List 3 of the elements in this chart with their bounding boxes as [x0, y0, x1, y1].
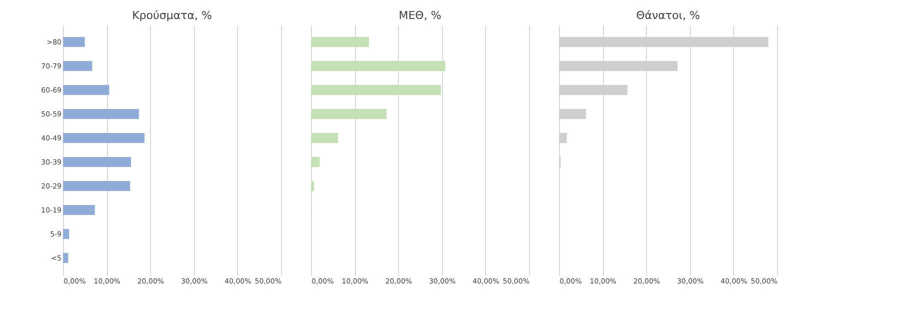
- chart-title: Κρούσματα, %: [132, 9, 212, 22]
- chart-title: Θάνατοι, %: [636, 9, 700, 22]
- chart-title: ΜΕΘ, %: [398, 9, 442, 22]
